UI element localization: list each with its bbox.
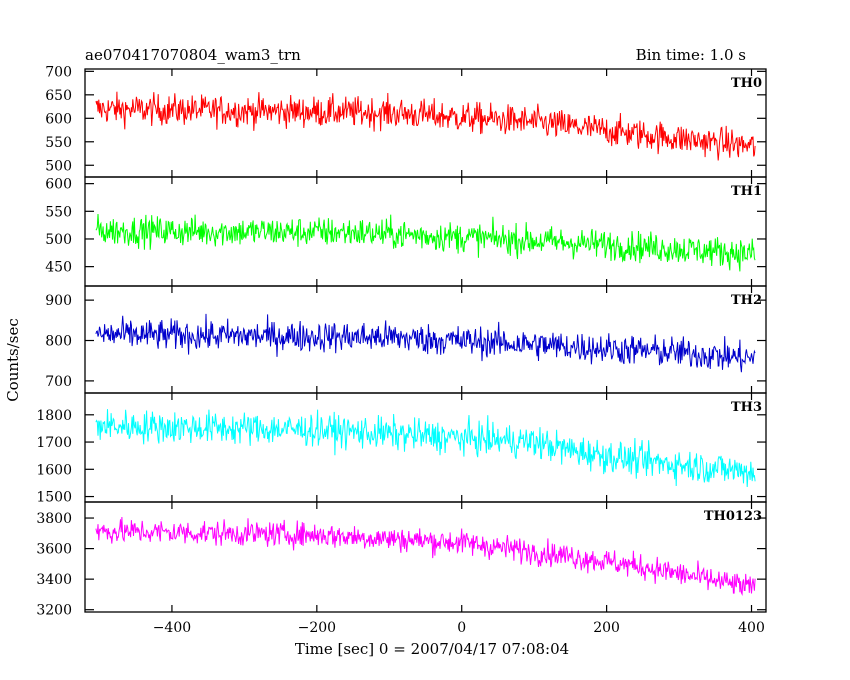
panel-frame xyxy=(84,501,767,613)
y-tick-label: 1700 xyxy=(36,435,72,451)
x-axis: −400 −200 0 200 400 xyxy=(153,620,765,636)
panel-label-th3: TH3 xyxy=(731,400,762,415)
y-tick-label: 500 xyxy=(45,232,72,248)
y-tick-label: 700 xyxy=(45,64,72,80)
y-tick-label: 3400 xyxy=(36,572,72,588)
y-tick-label: 550 xyxy=(45,135,72,151)
x-tick-label: −200 xyxy=(298,620,336,636)
panel-th0123: 3200 3400 3600 3800 TH0123 xyxy=(36,501,767,619)
x-tick-label: 400 xyxy=(738,620,765,636)
panel-label-th0: TH0 xyxy=(731,76,762,91)
chart-title: ae070417070804_wam3_trn xyxy=(85,46,301,64)
panels-group: 500 550 600 650 700 TH0 450 500 550 600 TH1 700 800 9… xyxy=(36,64,767,619)
y-tick-label: 550 xyxy=(45,204,72,220)
panel-th3: 1500 1600 1700 1800 TH3 xyxy=(36,392,767,506)
panel-th1: 450 500 550 600 TH1 xyxy=(45,176,767,287)
series-th0 xyxy=(95,91,756,161)
y-tick-label: 1800 xyxy=(36,408,72,424)
panel-th2: 700 800 900 TH2 xyxy=(45,285,767,394)
x-tick-label: 0 xyxy=(457,620,466,636)
series-th3 xyxy=(95,409,756,488)
series-th0123 xyxy=(95,516,756,596)
panel-frame xyxy=(84,392,767,503)
y-tick-label: 700 xyxy=(45,374,72,390)
y-tick-label: 900 xyxy=(45,293,72,309)
y-axis-title: Counts/sec xyxy=(4,318,22,402)
y-tick-label: 650 xyxy=(45,88,72,104)
x-axis-title: Time [sec] 0 = 2007/04/17 07:08:04 xyxy=(295,640,569,658)
y-tick-label: 3200 xyxy=(36,603,72,619)
y-tick-label: 450 xyxy=(45,260,72,276)
y-tick-label: 1600 xyxy=(36,462,72,478)
x-tick-label: −400 xyxy=(153,620,191,636)
y-tick-label: 500 xyxy=(45,158,72,174)
y-tick-label: 3600 xyxy=(36,542,72,558)
y-tick-label: 1500 xyxy=(36,490,72,506)
panel-th0: 500 550 600 650 700 TH0 xyxy=(45,64,767,178)
y-tick-label: 600 xyxy=(45,111,72,127)
panel-label-th1: TH1 xyxy=(731,184,762,199)
panel-label-th2: TH2 xyxy=(731,293,762,308)
series-th1 xyxy=(95,213,756,272)
panel-label-th0123: TH0123 xyxy=(704,509,762,524)
x-tick-label: 200 xyxy=(593,620,620,636)
y-tick-label: 600 xyxy=(45,177,72,193)
y-tick-label: 3800 xyxy=(36,511,72,527)
series-th2 xyxy=(95,313,756,373)
bin-time-label: Bin time: 1.0 s xyxy=(636,46,746,64)
panel-frame xyxy=(84,68,767,178)
y-tick-label: 800 xyxy=(45,334,72,350)
